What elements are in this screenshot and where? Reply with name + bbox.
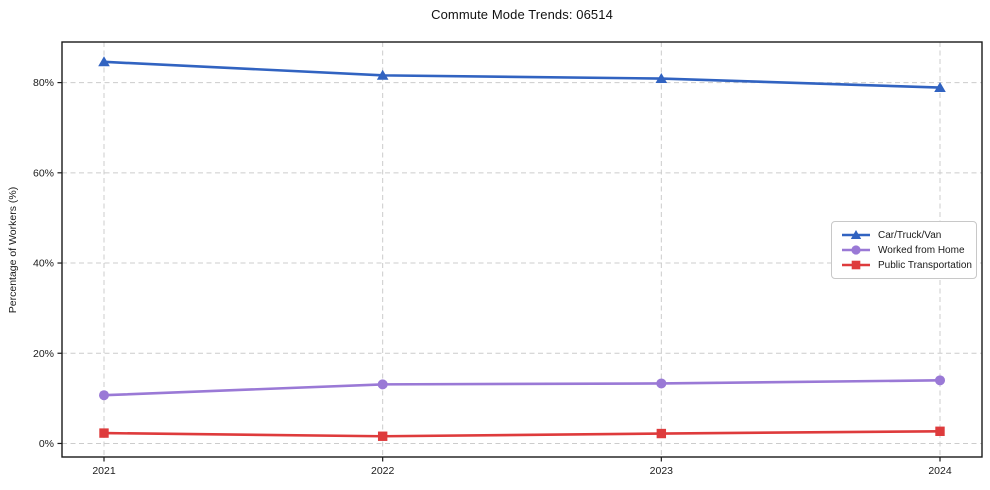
marker-square-public-transportation: [377, 431, 388, 441]
series-line-car-truck-van: [102, 60, 942, 89]
legend-swatch-svg: [842, 230, 870, 239]
y-tick-label: 60%: [33, 167, 54, 179]
legend-marker-square: [851, 260, 861, 270]
legend-swatch-svg: [842, 260, 870, 270]
marker-square-public-transportation: [99, 428, 109, 438]
legend-label: Worked from Home: [878, 244, 965, 256]
legend-item-car-truck-van: Car/Truck/Van: [841, 228, 968, 242]
y-tick-label: 40%: [33, 258, 54, 270]
legend-marker-circle: [851, 245, 861, 255]
y-tick-label: 0%: [39, 438, 54, 450]
x-tick-label: 2021: [92, 465, 116, 477]
marker-triangle-car-truck-van: [934, 81, 946, 92]
marker-square-public-transportation: [656, 428, 667, 439]
legend-item-worked-from-home: Worked from Home: [841, 243, 968, 257]
x-tick-label: 2022: [371, 465, 395, 477]
marker-circle-worked-from-home: [656, 378, 667, 389]
marker-square-public-transportation: [935, 426, 945, 436]
marker-circle-worked-from-home: [377, 379, 388, 390]
axes-frame: [61, 41, 983, 458]
line-circle-marker-icon: [841, 244, 871, 256]
legend-label: Car/Truck/Van: [878, 229, 942, 241]
legend-label: Public Transportation: [878, 259, 972, 271]
series-line-worked-from-home: [102, 379, 942, 397]
marker-triangle-car-truck-van: [98, 56, 110, 67]
marker-triangle-car-truck-van: [376, 69, 389, 80]
marker-triangle-car-truck-van: [655, 72, 668, 83]
legend-marker-triangle: [850, 230, 862, 239]
legend: Car/Truck/Van Worked from Home Public Tr…: [831, 221, 977, 279]
legend-item-public-transportation: Public Transportation: [841, 258, 972, 272]
series-line-public-transportation: [102, 429, 942, 438]
marker-circle-worked-from-home: [935, 375, 945, 386]
x-tick-label: 2023: [650, 465, 674, 477]
x-tick-label: 2024: [928, 465, 952, 477]
y-tick-label: 80%: [33, 77, 54, 89]
marker-circle-worked-from-home: [99, 390, 109, 401]
chart-title: Commute Mode Trends: 06514: [431, 7, 613, 22]
legend-swatch-svg: [842, 245, 870, 255]
line-triangle-marker-icon: [841, 229, 871, 241]
line-square-marker-icon: [841, 259, 871, 271]
y-tick-label: 20%: [33, 348, 54, 360]
